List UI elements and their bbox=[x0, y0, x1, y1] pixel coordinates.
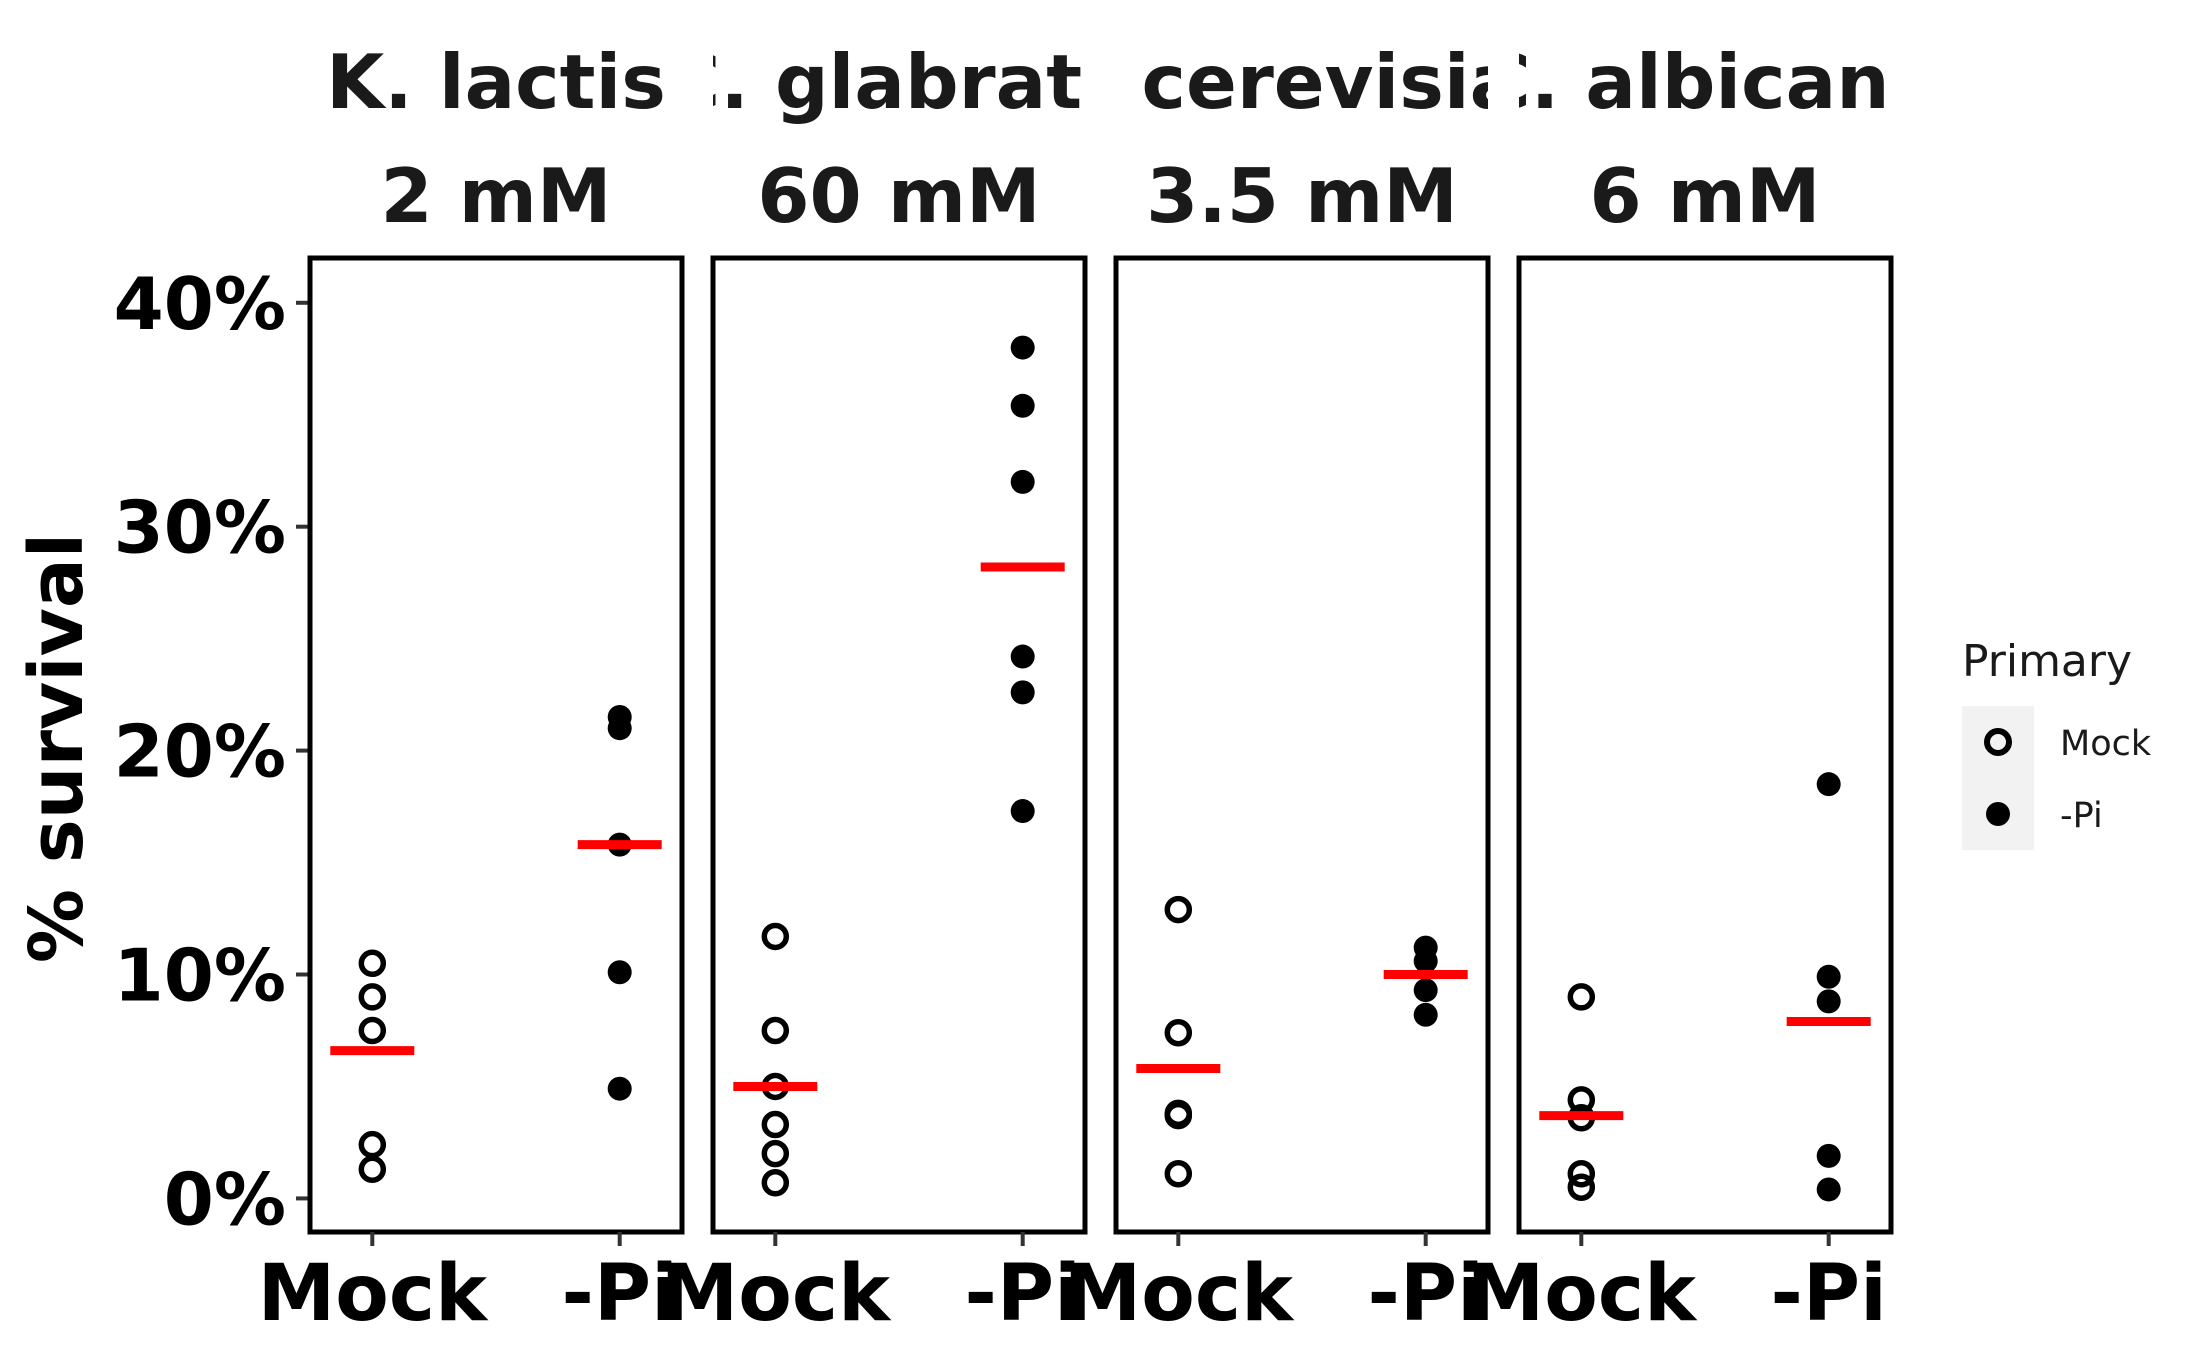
y-tick-label: 20% bbox=[114, 710, 286, 794]
panel-border bbox=[710, 255, 1088, 1235]
legend-label-pi: -Pi bbox=[2060, 796, 2103, 836]
data-point-pi bbox=[1413, 949, 1438, 974]
facet-title-concentration: 2 mM bbox=[380, 152, 611, 240]
facet-marks: Mock -Pi bbox=[1467, 255, 1894, 1339]
facet-marks: Mock -Pi bbox=[258, 255, 685, 1339]
x-tick-label: Mock bbox=[1064, 1249, 1295, 1339]
x-tick-label: Mock bbox=[258, 1249, 489, 1339]
data-point-mock bbox=[358, 1016, 387, 1045]
data-point-mock bbox=[1164, 1101, 1193, 1130]
data-point-mock bbox=[761, 1139, 790, 1168]
facet-panels: K. lactis 2 mM Mock -Pi C. glabrata 60 mM… bbox=[258, 38, 1934, 1339]
facet-panel: C. glabrata 60 mM Mock -Pi bbox=[661, 38, 1132, 1339]
data-point-pi bbox=[1816, 1177, 1841, 1202]
data-point-pi bbox=[1010, 799, 1035, 824]
facet-panel: S. cerevisiae 3.5 mM Mock -Pi bbox=[1033, 38, 1571, 1339]
data-point-pi bbox=[1413, 978, 1438, 1003]
panel-border bbox=[1516, 255, 1894, 1235]
data-point-pi bbox=[1010, 335, 1035, 360]
data-point-mock bbox=[1567, 983, 1596, 1011]
data-point-pi bbox=[607, 1076, 632, 1101]
data-point-pi bbox=[1816, 964, 1841, 989]
y-tick-label: 40% bbox=[114, 262, 286, 346]
data-point-pi bbox=[1010, 680, 1035, 705]
facet-title-species: C. glabrata bbox=[665, 38, 1132, 126]
y-tick-label: 0% bbox=[164, 1157, 286, 1241]
data-point-mock bbox=[761, 1168, 790, 1197]
data-point-pi bbox=[1010, 393, 1035, 418]
facet-panel: K. lactis 2 mM Mock -Pi bbox=[258, 38, 685, 1339]
data-point-pi bbox=[1816, 772, 1841, 797]
data-point-mock bbox=[1567, 1160, 1596, 1188]
facet-title-species: C. albicans bbox=[1476, 38, 1934, 126]
x-tick-label: -Pi bbox=[562, 1249, 678, 1339]
facet-marks: Mock -Pi bbox=[661, 255, 1088, 1339]
data-point-mock bbox=[358, 949, 387, 978]
x-tick-label: Mock bbox=[1467, 1249, 1698, 1339]
data-point-mock bbox=[761, 922, 790, 951]
y-axis-ticks: 0% 10% 20% 30% 40% bbox=[114, 262, 310, 1241]
data-point-pi bbox=[1816, 1143, 1841, 1168]
data-point-mock bbox=[761, 1110, 790, 1139]
facet-marks: Mock -Pi bbox=[1064, 255, 1491, 1339]
data-point-pi bbox=[1816, 989, 1841, 1014]
y-axis-title: % survival bbox=[14, 533, 100, 963]
data-point-pi bbox=[1010, 644, 1035, 669]
facet-title-concentration: 60 mM bbox=[757, 152, 1040, 240]
data-point-pi bbox=[607, 960, 632, 985]
facet-title-concentration: 3.5 mM bbox=[1146, 152, 1458, 240]
legend-key-background bbox=[1962, 706, 2034, 850]
data-point-pi bbox=[1010, 469, 1035, 494]
legend-title: Primary bbox=[1962, 636, 2132, 687]
panel-border bbox=[307, 255, 685, 1235]
data-point-pi bbox=[1413, 1002, 1438, 1027]
data-point-pi bbox=[607, 716, 632, 741]
facet-title-species: S. cerevisiae bbox=[1033, 38, 1571, 126]
panel-border bbox=[1113, 255, 1491, 1235]
y-tick-label: 10% bbox=[114, 934, 286, 1018]
x-tick-label: -Pi bbox=[1368, 1249, 1484, 1339]
x-tick-label: Mock bbox=[661, 1249, 892, 1339]
data-point-mock bbox=[358, 1155, 387, 1184]
facet-panel: C. albicans 6 mM Mock -Pi bbox=[1467, 38, 1934, 1339]
data-point-mock bbox=[761, 1016, 790, 1045]
x-tick-label: -Pi bbox=[1771, 1249, 1887, 1339]
data-point-mock bbox=[1164, 1160, 1193, 1188]
y-tick-label: 30% bbox=[114, 486, 286, 570]
legend-key-mock-icon bbox=[1984, 728, 2012, 756]
facet-title-species: K. lactis bbox=[326, 38, 666, 126]
data-point-mock bbox=[1164, 895, 1193, 924]
data-point-mock bbox=[358, 983, 387, 1011]
x-tick-label: -Pi bbox=[965, 1249, 1081, 1339]
data-point-mock bbox=[1164, 1018, 1193, 1047]
data-point-mock bbox=[1567, 1086, 1596, 1114]
data-point-mock bbox=[1567, 1173, 1596, 1201]
legend-label-mock: Mock bbox=[2060, 724, 2152, 764]
facet-title-concentration: 6 mM bbox=[1589, 152, 1820, 240]
legend: Primary Mock -Pi bbox=[1962, 636, 2152, 850]
legend-key-pi-icon bbox=[1986, 802, 2010, 826]
